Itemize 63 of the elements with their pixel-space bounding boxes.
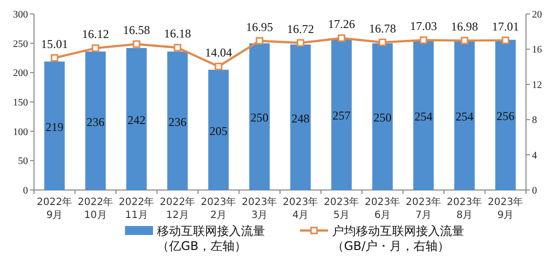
data-label: 242 — [128, 113, 146, 128]
y-tick-label: 300 — [13, 10, 28, 20]
y-tick-label: 0 — [23, 186, 28, 196]
point — [174, 44, 182, 52]
y2-tick-label: 20 — [532, 10, 542, 20]
y2-tick-label: 16 — [532, 44, 542, 56]
data-label: 250 — [374, 110, 392, 125]
data-label: 205 — [210, 124, 228, 138]
data-label: 236 — [86, 114, 104, 129]
data-label: 254 — [456, 109, 474, 124]
y2-tick-label: 0 — [532, 186, 537, 196]
data-label: 250 — [250, 110, 268, 125]
point — [420, 36, 428, 44]
x-tick-label: 2023年 4月 — [282, 196, 318, 221]
data-label: 16.78 — [369, 21, 396, 36]
point — [214, 62, 222, 70]
x-tick-label: 2022年 9月 — [36, 196, 72, 221]
data-label: 16.95 — [246, 20, 273, 34]
data-label: 16.98 — [451, 20, 478, 34]
data-label: 254 — [414, 109, 432, 124]
point — [132, 40, 140, 48]
y2-tick-label: 8 — [532, 115, 537, 126]
data-label: 248 — [292, 111, 310, 126]
point — [296, 39, 304, 47]
data-label: 16.12 — [82, 27, 109, 42]
point — [338, 34, 346, 42]
y-tick-label: 50 — [18, 156, 28, 168]
legend-label: 户均移动互联网接入流量（GB/户・月，右轴） — [332, 224, 464, 253]
data-label: 15.01 — [41, 36, 68, 51]
data-label: 257 — [332, 108, 350, 123]
point — [378, 38, 386, 46]
x-tick-label: 2023年 2月 — [200, 196, 236, 221]
data-label: 14.04 — [205, 45, 232, 60]
point — [92, 44, 100, 52]
y-tick-label: 200 — [13, 68, 28, 80]
data-label: 219 — [46, 120, 64, 134]
y-tick-label: 100 — [13, 126, 28, 138]
x-tick-label: 2022年 12月 — [160, 196, 196, 221]
data-label: 256 — [496, 108, 514, 123]
x-tick-label: 2023年 5月 — [324, 196, 360, 221]
y-tick-label: 250 — [13, 38, 28, 50]
x-tick-label: 2022年 11月 — [118, 196, 154, 221]
data-label: 17.01 — [492, 19, 519, 34]
data-label: 17.26 — [328, 17, 355, 32]
data-label: 16.72 — [287, 22, 314, 36]
data-label: 236 — [168, 114, 186, 129]
y2-tick-label: 12 — [532, 80, 542, 91]
x-tick-label: 2023年 8月 — [446, 196, 482, 221]
x-tick-label: 2023年 7月 — [406, 196, 442, 221]
x-tick-label: 2023年 3月 — [242, 196, 278, 221]
point — [460, 36, 468, 44]
data-label: 16.58 — [123, 23, 150, 38]
point — [502, 36, 510, 44]
x-tick-label: 2023年 9月 — [488, 196, 524, 221]
x-tick-label: 2023年 6月 — [364, 196, 400, 221]
data-label: 16.18 — [164, 26, 191, 41]
point — [256, 37, 264, 45]
y-tick-label: 150 — [13, 98, 28, 108]
y2-tick-label: 4 — [532, 150, 537, 162]
point — [50, 54, 58, 62]
legend-label: 移动互联网接入流量（亿GB，左轴） — [157, 224, 265, 253]
x-tick-label: 2022年 10月 — [78, 196, 114, 221]
data-label: 17.03 — [410, 19, 437, 34]
